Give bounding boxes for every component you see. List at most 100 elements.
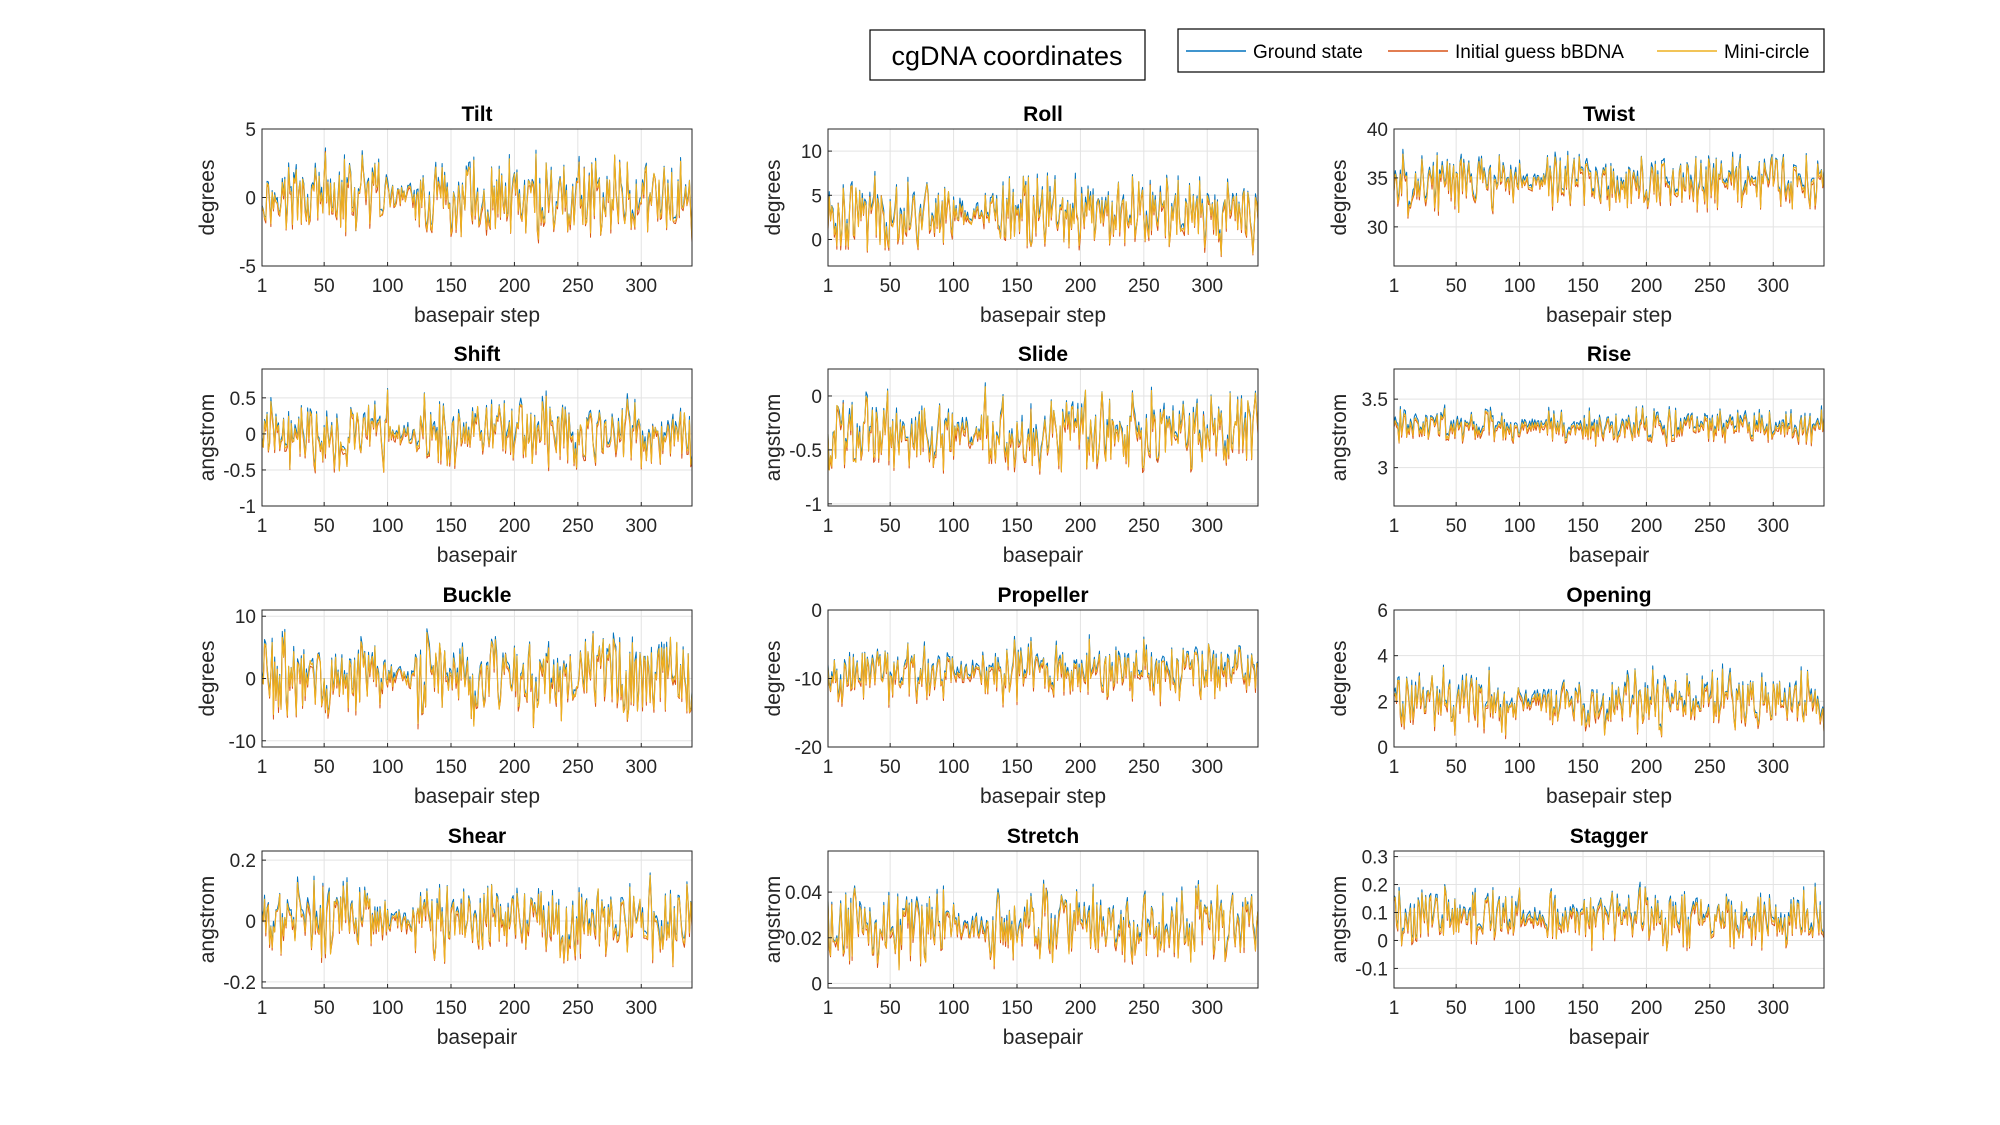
subplot-slide: 1 50 100 150 200 250 300-1-0.50Slidebasepairan… — [762, 343, 1259, 567]
y-tick-label: -20 — [795, 738, 822, 759]
y-tick-label: -0.2 — [223, 973, 256, 994]
subplot-title: Stagger — [1570, 825, 1648, 848]
x-tick-label: 50 — [880, 757, 901, 778]
x-axis-label: basepair — [1003, 544, 1084, 567]
y-tick-label: 0.2 — [230, 851, 256, 872]
y-tick-label: 3.5 — [1362, 390, 1388, 411]
subplot-shift: 1 50 100 150 200 250 300-1-0.500.5Shiftbasepai… — [196, 343, 693, 567]
x-tick-label: 300 — [1191, 998, 1223, 1019]
x-tick-label: 200 — [1065, 516, 1097, 537]
y-tick-label: -0.1 — [1355, 959, 1388, 980]
x-tick-label: 1 — [257, 757, 268, 778]
y-axis-label: angstrom — [762, 876, 785, 964]
y-tick-label: 0 — [811, 601, 822, 622]
axes-box — [261, 850, 693, 989]
x-tick-label: 1 — [823, 276, 834, 297]
y-tick-label: -0.5 — [789, 441, 822, 462]
x-tick-label: 100 — [1504, 757, 1536, 778]
series-line-mini-circle — [261, 631, 693, 728]
y-axis-label: angstrom — [762, 394, 785, 482]
y-axis-label: degrees — [762, 641, 785, 717]
y-tick-label: -1 — [239, 497, 256, 518]
x-tick-label: 200 — [1631, 276, 1663, 297]
x-tick-label: 300 — [1191, 516, 1223, 537]
x-axis-label: basepair — [1569, 1026, 1650, 1049]
y-tick-label: -0.5 — [223, 461, 256, 482]
x-tick-label: 100 — [372, 757, 404, 778]
x-tick-label: 300 — [1757, 998, 1789, 1019]
subplot-title: Propeller — [997, 584, 1088, 607]
x-tick-label: 250 — [1128, 757, 1160, 778]
y-tick-label: 0.2 — [1362, 876, 1388, 897]
x-tick-label: 100 — [938, 757, 970, 778]
y-tick-label: 0 — [245, 912, 256, 933]
subplot-title: Slide — [1018, 343, 1068, 366]
y-axis-label: angstrom — [196, 876, 219, 964]
suptitle-box: cgDNA coordinates — [869, 29, 1146, 81]
axes-box — [1393, 609, 1825, 748]
subplot-title: Shift — [454, 343, 501, 366]
x-tick-label: 200 — [499, 276, 531, 297]
y-tick-label: 0.02 — [785, 929, 822, 950]
x-axis-label: basepair step — [1546, 785, 1672, 808]
x-tick-label: 50 — [1446, 516, 1467, 537]
subplot-title: Buckle — [443, 584, 512, 607]
subplot-title: Twist — [1583, 103, 1635, 126]
y-tick-label: 30 — [1367, 218, 1388, 239]
y-tick-label: 0.3 — [1362, 848, 1388, 869]
x-tick-label: 100 — [372, 516, 404, 537]
series-line-mini-circle — [827, 883, 1259, 971]
x-tick-label: 50 — [314, 516, 335, 537]
subplot-title: Shear — [448, 825, 506, 848]
x-tick-label: 250 — [1128, 516, 1160, 537]
x-tick-label: 150 — [1567, 998, 1599, 1019]
y-tick-label: -10 — [795, 670, 822, 691]
x-tick-label: 300 — [1191, 276, 1223, 297]
y-tick-label: -5 — [239, 257, 256, 278]
x-tick-label: 50 — [314, 276, 335, 297]
y-tick-label: 40 — [1367, 120, 1388, 141]
x-tick-label: 250 — [1694, 998, 1726, 1019]
x-tick-label: 200 — [1065, 998, 1097, 1019]
x-tick-label: 200 — [1065, 276, 1097, 297]
axes-box — [827, 128, 1259, 267]
x-tick-label: 250 — [1694, 276, 1726, 297]
y-axis-label: angstrom — [196, 394, 219, 482]
x-tick-label: 1 — [1389, 998, 1400, 1019]
x-axis-label: basepair — [437, 1026, 518, 1049]
y-tick-label: 2 — [1377, 692, 1388, 713]
x-axis-label: basepair step — [414, 785, 540, 808]
subplot-shear: 1 50 100 150 200 250 300-0.200.2Shearbasepaira… — [196, 825, 693, 1049]
y-axis-label: degrees — [196, 641, 219, 717]
x-tick-label: 250 — [1128, 276, 1160, 297]
series-line-mini-circle — [1393, 407, 1825, 445]
y-tick-label: 0 — [245, 425, 256, 446]
y-axis-label: degrees — [762, 160, 785, 236]
series-line-mini-circle — [827, 175, 1259, 256]
y-axis-label: degrees — [196, 160, 219, 236]
x-tick-label: 1 — [257, 276, 268, 297]
x-axis-label: basepair step — [414, 304, 540, 327]
x-tick-label: 150 — [1001, 757, 1033, 778]
legend-label-initial-guess: Initial guess bBDNA — [1455, 42, 1624, 63]
y-tick-label: 3 — [1377, 459, 1388, 480]
axes-box — [827, 850, 1259, 989]
series-line-mini-circle — [827, 638, 1259, 706]
subplot-propeller: 1 50 100 150 200 250 300-20-100Propellerbasepa… — [762, 584, 1259, 808]
plot-area — [1394, 610, 1824, 747]
y-tick-label: -10 — [229, 732, 256, 753]
x-tick-label: 200 — [499, 998, 531, 1019]
subplot-stretch: 1 50 100 150 200 250 30000.020.04Stretchbasepa… — [762, 825, 1259, 1049]
x-tick-label: 150 — [1567, 516, 1599, 537]
x-tick-label: 100 — [938, 516, 970, 537]
x-tick-label: 50 — [1446, 757, 1467, 778]
plot-area — [828, 851, 1258, 988]
series-line-mini-circle — [261, 874, 693, 966]
x-tick-label: 200 — [1631, 757, 1663, 778]
x-tick-label: 300 — [625, 757, 657, 778]
y-tick-label: -1 — [805, 495, 822, 516]
y-axis-label: degrees — [1328, 160, 1351, 236]
